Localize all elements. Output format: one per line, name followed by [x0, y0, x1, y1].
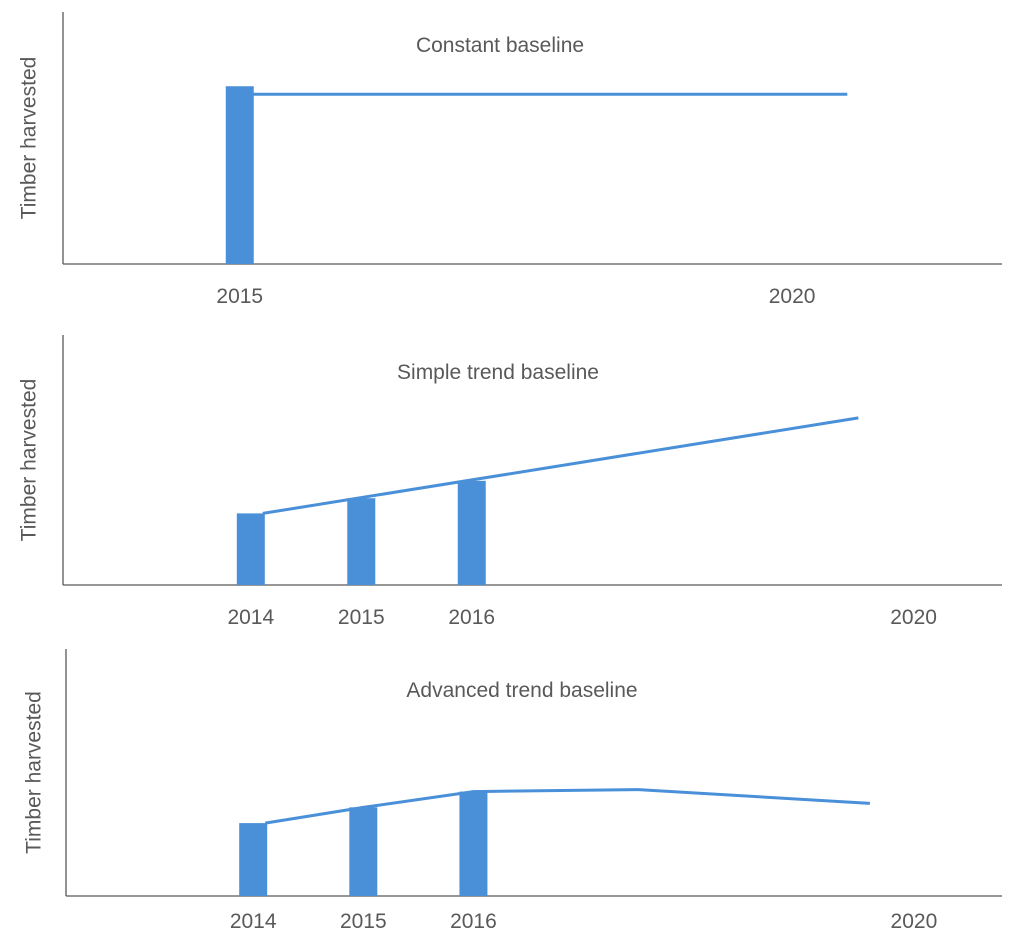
bar-2016 — [457, 480, 486, 585]
x-tick-label-2015: 2015 — [216, 285, 263, 308]
baseline-line — [264, 788, 870, 825]
x-tick-label-2014: 2014 — [227, 606, 274, 629]
x-tick-label-2020: 2020 — [769, 285, 816, 308]
y-axis-label: Timber harvested — [17, 379, 40, 542]
x-tick-label-2015: 2015 — [338, 606, 385, 629]
baseline-line — [262, 416, 859, 515]
x-tick-label-2014: 2014 — [230, 910, 277, 933]
chart-title: Advanced trend baseline — [406, 679, 637, 702]
bar-2014 — [236, 513, 265, 585]
bar-2015 — [349, 807, 378, 896]
x-tick-label-2020: 2020 — [891, 910, 938, 933]
x-tick-label-2016: 2016 — [450, 910, 497, 933]
bar-2015 — [225, 86, 254, 265]
chart-panel-3: Advanced trend baseline Timber harvested 2… — [22, 649, 1002, 933]
bar-2015 — [347, 498, 376, 585]
bar-2014 — [239, 823, 268, 896]
chart-panel-1: Constant baseline Timber harvested 2015 202… — [17, 12, 1002, 308]
chart-title: Simple trend baseline — [397, 361, 599, 384]
bar-2016 — [459, 791, 488, 896]
chart-title: Constant baseline — [416, 34, 584, 57]
x-tick-label-2020: 2020 — [890, 606, 937, 629]
y-axis-label: Timber harvested — [17, 57, 40, 220]
y-axis-label: Timber harvested — [22, 691, 45, 854]
x-tick-label-2016: 2016 — [448, 606, 495, 629]
x-tick-label-2015: 2015 — [340, 910, 387, 933]
chart-panel-2: Simple trend baseline Timber harvested 201… — [17, 335, 1002, 629]
